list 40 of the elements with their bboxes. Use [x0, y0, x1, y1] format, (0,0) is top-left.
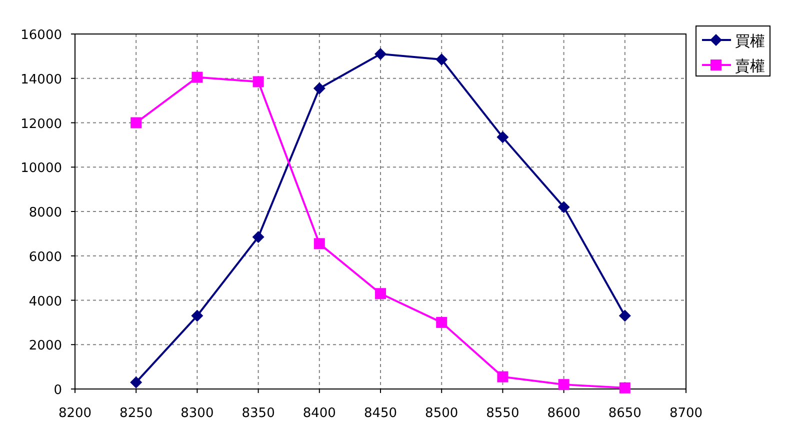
point: [436, 54, 448, 66]
point: [619, 382, 630, 394]
point: [191, 310, 204, 322]
point: [314, 238, 325, 250]
x-tick-label: 8300: [180, 406, 214, 421]
point: [436, 316, 448, 328]
y-tick-label: 4000: [28, 294, 62, 310]
point: [130, 376, 142, 388]
y-tick-label: 12000: [20, 116, 62, 132]
point: [130, 117, 142, 128]
point: [497, 371, 508, 382]
point: [618, 310, 631, 322]
x-tick-label: 8500: [425, 406, 458, 421]
y-tick-label: 16000: [20, 28, 62, 43]
legend-label: 買權: [735, 32, 765, 50]
point: [558, 201, 570, 214]
y-tick-label: 2000: [28, 338, 62, 354]
x-tick-label: 8550: [486, 406, 520, 421]
x-tick-label: 8250: [120, 406, 153, 421]
point: [375, 288, 386, 300]
point: [252, 231, 264, 244]
y-tick-label: 6000: [28, 250, 62, 265]
x-tick-label: 8350: [242, 406, 275, 421]
point: [496, 131, 509, 144]
y-tick-label: 14000: [20, 72, 62, 88]
legend-label: 賣權: [735, 57, 765, 75]
x-tick-label: 8700: [669, 406, 703, 421]
x-tick-label: 8600: [547, 406, 580, 421]
point: [313, 82, 326, 94]
y-tick-label: 0: [54, 383, 62, 398]
point: [374, 48, 386, 60]
point: [252, 76, 264, 88]
x-tick-label: 8400: [302, 406, 336, 421]
point: [192, 72, 203, 83]
y-tick-label: 10000: [20, 161, 62, 176]
x-tick-label: 8450: [364, 406, 398, 421]
point: [558, 379, 570, 390]
x-tick-label: 8650: [608, 406, 642, 421]
y-tick-label: 8000: [28, 206, 62, 220]
x-tick-label: 8200: [58, 406, 92, 421]
